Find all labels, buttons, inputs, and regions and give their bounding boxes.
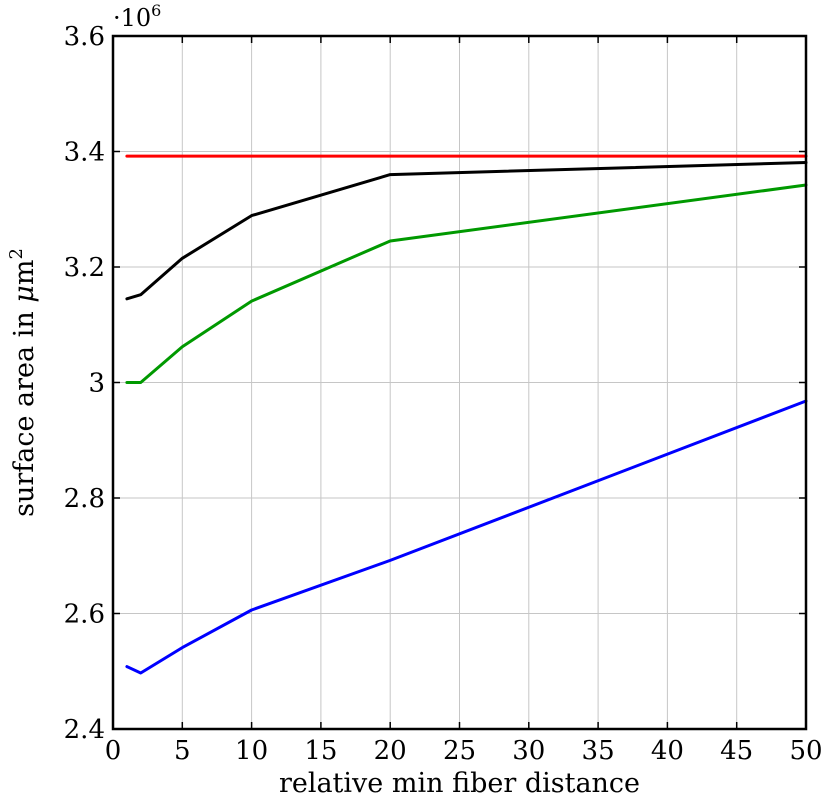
series-line-3	[125, 183, 808, 384]
x-tick-label: 25	[443, 736, 476, 766]
x-tick-label: 15	[304, 736, 337, 766]
y-tick-label: 3.6	[64, 22, 105, 52]
x-tick-label: 50	[789, 736, 822, 766]
y-tick-labels: 2.4 2.6 2.8 3 3.2 3.4 3.6	[64, 22, 105, 745]
x-tick-label: 20	[374, 736, 407, 766]
y-axis-multiplier: ·106	[113, 1, 161, 32]
x-tick-label: 10	[235, 736, 268, 766]
x-tick-label: 35	[582, 736, 615, 766]
x-tick-labels: 0 5 10 15 20 25 30 35 40 45 50	[105, 736, 823, 766]
x-tick-label: 0	[105, 736, 122, 766]
x-tick-label: 45	[720, 736, 753, 766]
x-tick-label: 5	[174, 736, 191, 766]
ticks-layer	[112, 35, 807, 730]
series-layer	[125, 154, 808, 675]
series-line-4	[125, 399, 808, 675]
y-axis-label: surface area in μm2	[6, 248, 40, 517]
y-tick-label: 2.6	[64, 600, 105, 630]
x-tick-label: 30	[512, 736, 545, 766]
grid-layer	[112, 35, 807, 730]
series-line-2	[125, 161, 808, 301]
x-axis-label: relative min fiber distance	[279, 768, 640, 799]
y-tick-label: 2.4	[64, 715, 105, 745]
y-tick-label: 3.4	[64, 138, 105, 168]
x-tick-label: 40	[651, 736, 684, 766]
y-tick-label: 2.8	[64, 484, 105, 514]
y-tick-label: 3.2	[64, 253, 105, 283]
y-tick-label: 3	[88, 369, 105, 399]
